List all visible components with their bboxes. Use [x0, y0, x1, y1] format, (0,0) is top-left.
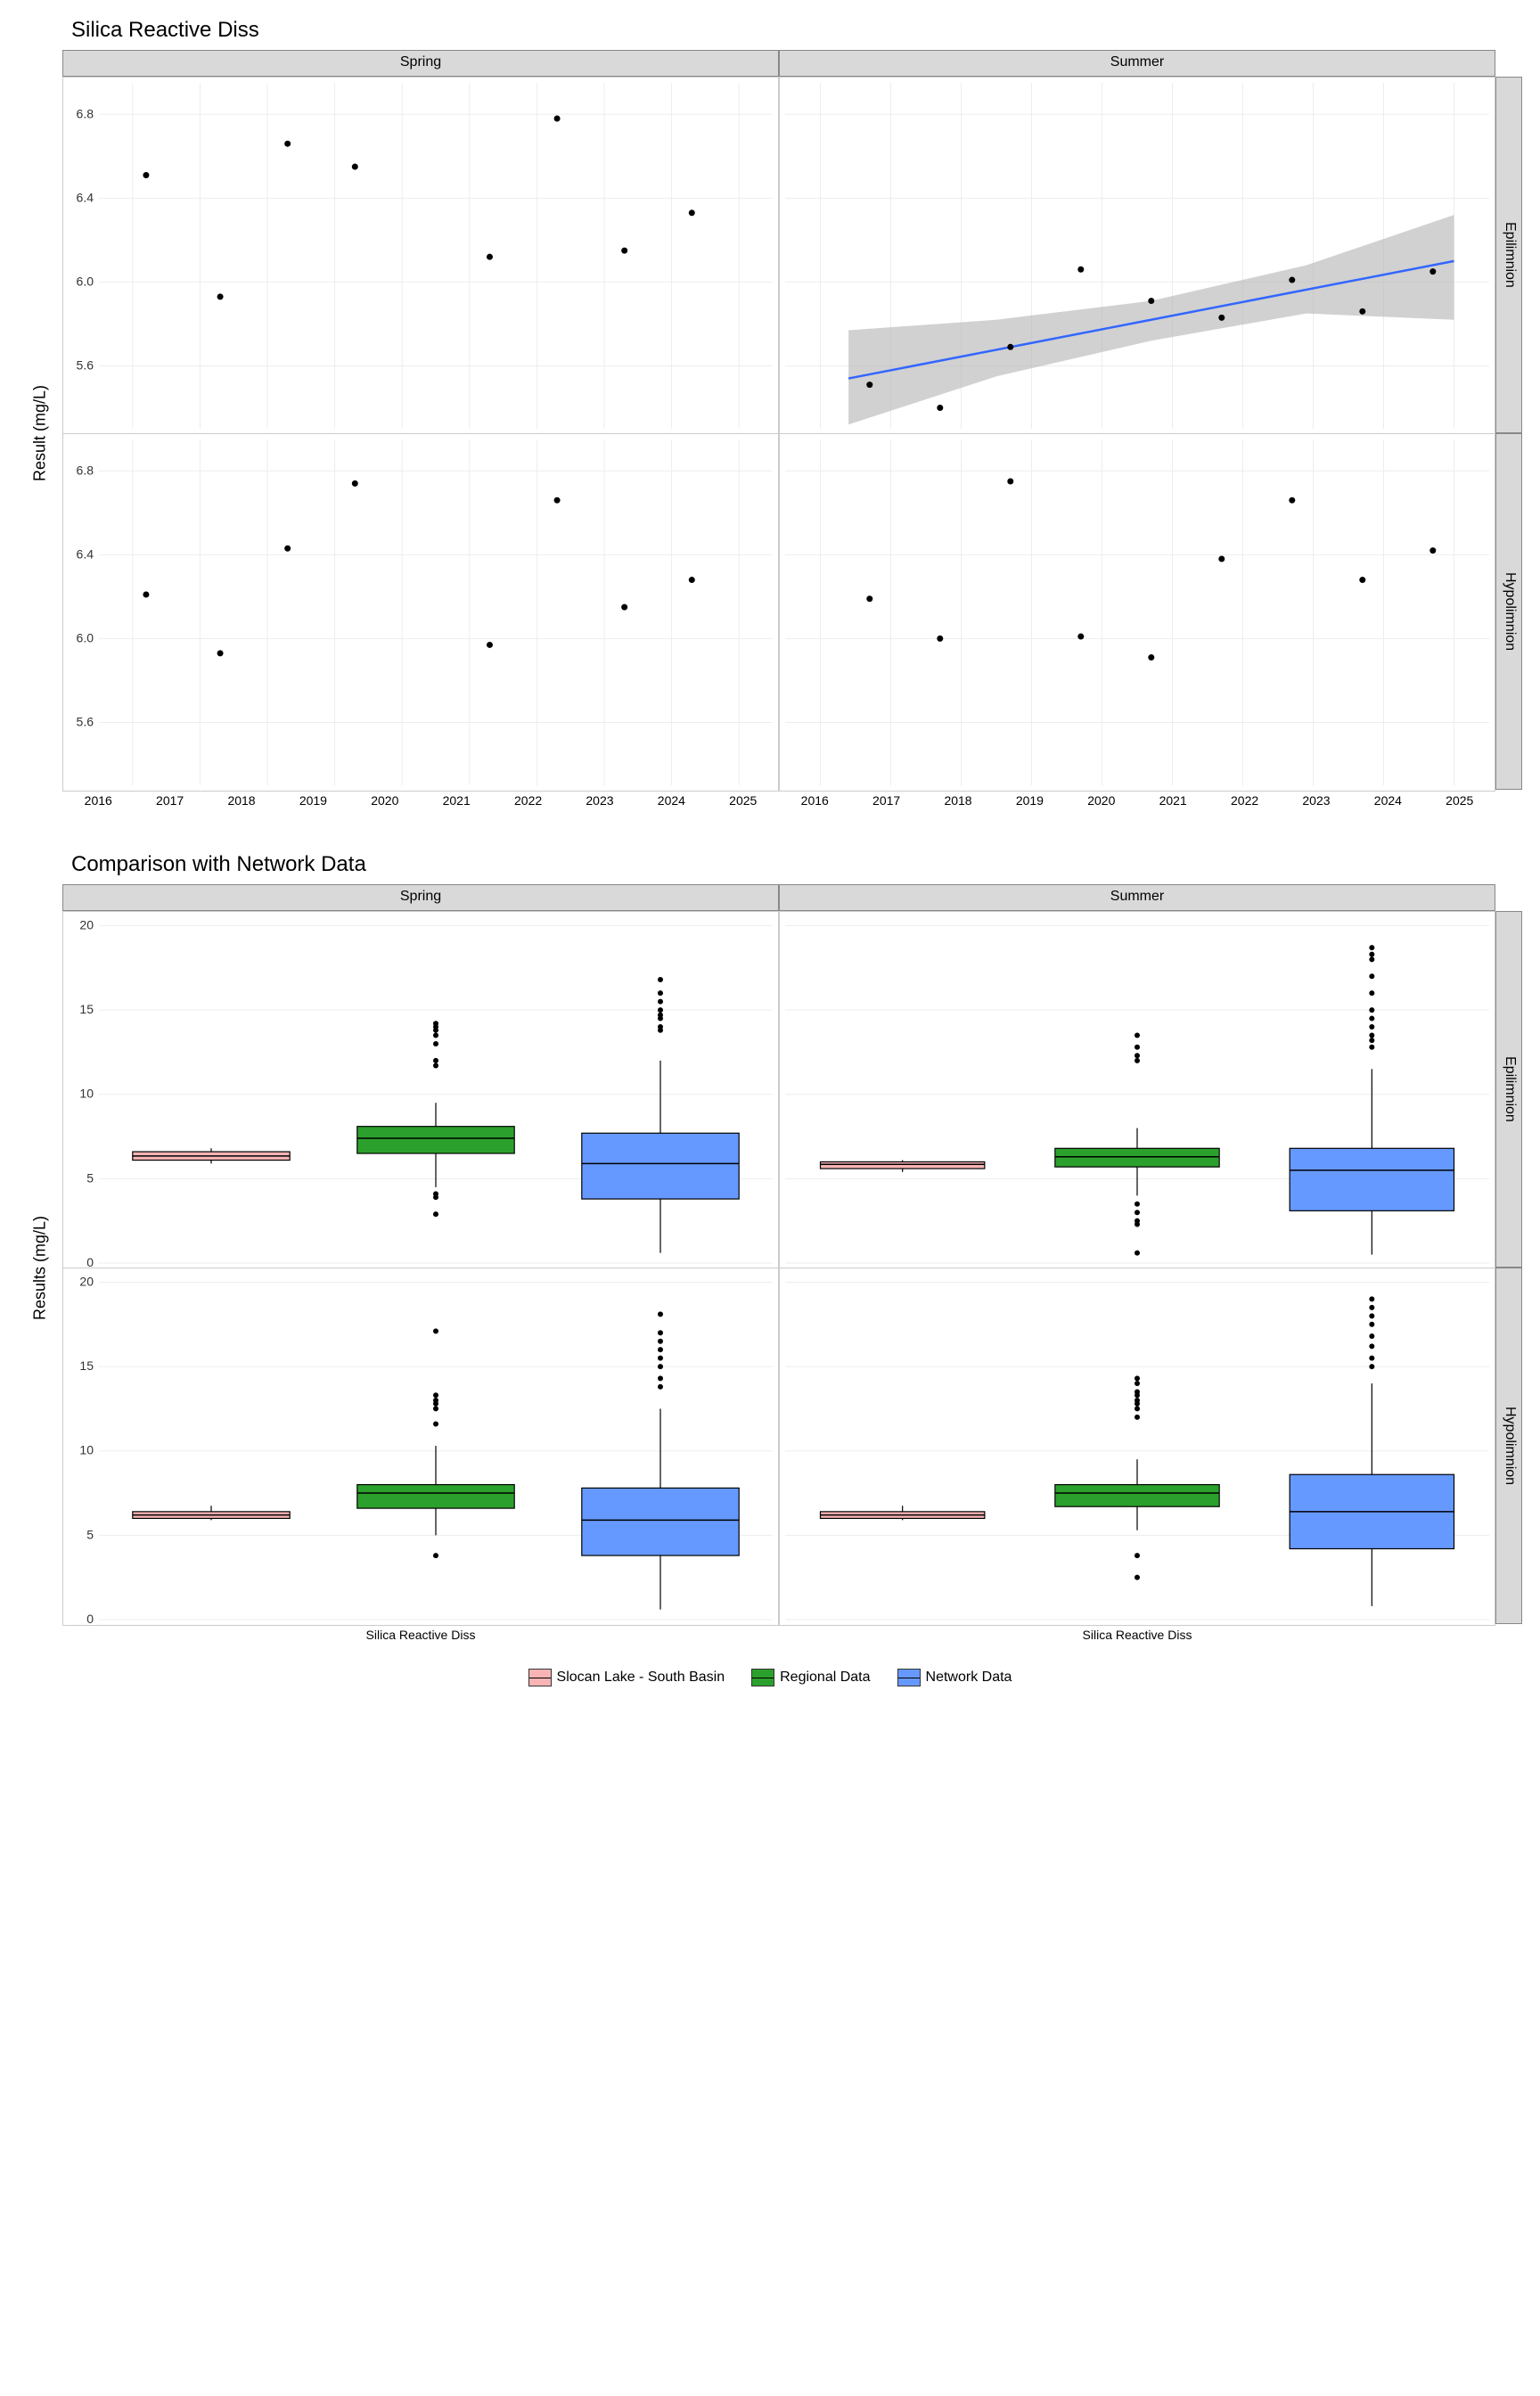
svg-text:6.0: 6.0 [77, 274, 94, 288]
legend-swatch-slocan [528, 1669, 552, 1686]
svg-text:20: 20 [79, 1274, 94, 1288]
scatter-x-ticks-left: 2016201720182019202020212022202320242025 [62, 790, 779, 816]
box-panel-summer-epi [779, 911, 1495, 1269]
scatter-y-label: Result (mg/L) [18, 77, 62, 790]
svg-text:6.8: 6.8 [77, 106, 94, 120]
row-strip-hypo: Hypolimnion [1495, 433, 1522, 790]
col-strip-summer: Summer [779, 50, 1495, 77]
legend-swatch-regional [751, 1669, 774, 1686]
svg-text:10: 10 [79, 1087, 94, 1101]
box-panel-spring-hypo: 0 5 10 15 20 [62, 1268, 779, 1626]
box-col-spring: Spring [62, 884, 779, 911]
box-col-summer: Summer [779, 884, 1495, 911]
scatter-chart: Silica Reactive Diss Spring Summer Resul… [18, 18, 1522, 816]
box-panel-summer-hypo [779, 1268, 1495, 1626]
svg-text:10: 10 [79, 1443, 94, 1457]
scatter-title: Silica Reactive Diss [71, 18, 1522, 43]
panel-summer-hypo [779, 433, 1495, 792]
legend: Slocan Lake - South Basin Regional Data … [18, 1669, 1522, 1686]
scatter-grid: Spring Summer Result (mg/L) 5.6 6.0 6.4 6.8… [18, 50, 1522, 816]
legend-label-regional: Regional Data [780, 1670, 870, 1686]
svg-text:6.0: 6.0 [77, 630, 94, 644]
svg-text:5: 5 [86, 1170, 94, 1185]
box-y-label: Results (mg/L) [18, 911, 62, 1624]
svg-text:5.6: 5.6 [77, 357, 94, 372]
legend-swatch-network [897, 1669, 921, 1686]
legend-label-network: Network Data [926, 1670, 1012, 1686]
panel-spring-epi: 5.6 6.0 6.4 6.8 [62, 77, 779, 435]
svg-text:6.8: 6.8 [77, 463, 94, 477]
svg-text:6.4: 6.4 [77, 190, 94, 204]
box-row-hypo: Hypolimnion [1495, 1268, 1522, 1624]
box-title: Comparison with Network Data [71, 852, 1522, 877]
svg-text:15: 15 [79, 1002, 94, 1016]
box-row-epi: Epilimnion [1495, 911, 1522, 1268]
svg-text:15: 15 [79, 1358, 94, 1373]
svg-text:20: 20 [79, 917, 94, 931]
legend-item-network: Network Data [897, 1669, 1012, 1686]
panel-summer-epi [779, 77, 1495, 435]
svg-text:0: 0 [86, 1255, 94, 1268]
svg-text:5.6: 5.6 [77, 714, 94, 728]
legend-label-slocan: Slocan Lake - South Basin [557, 1670, 725, 1686]
box-grid: Spring Summer Results (mg/L) 0 5 10 15 20 Ep… [18, 884, 1522, 1651]
panel-spring-hypo: 5.6 6.0 6.4 6.8 [62, 433, 779, 792]
legend-item-regional: Regional Data [751, 1669, 870, 1686]
svg-text:6.4: 6.4 [77, 546, 94, 561]
row-strip-epi: Epilimnion [1495, 77, 1522, 433]
svg-text:0: 0 [86, 1612, 94, 1625]
box-panel-spring-epi: 0 5 10 15 20 [62, 911, 779, 1269]
col-strip-spring: Spring [62, 50, 779, 77]
box-x-label-right: Silica Reactive Diss [779, 1624, 1495, 1651]
scatter-x-ticks-right: 2016201720182019202020212022202320242025 [779, 790, 1495, 816]
svg-text:5: 5 [86, 1527, 94, 1541]
legend-item-slocan: Slocan Lake - South Basin [528, 1669, 725, 1686]
box-x-label-left: Silica Reactive Diss [62, 1624, 779, 1651]
box-chart: Comparison with Network Data Spring Summ… [18, 852, 1522, 1686]
